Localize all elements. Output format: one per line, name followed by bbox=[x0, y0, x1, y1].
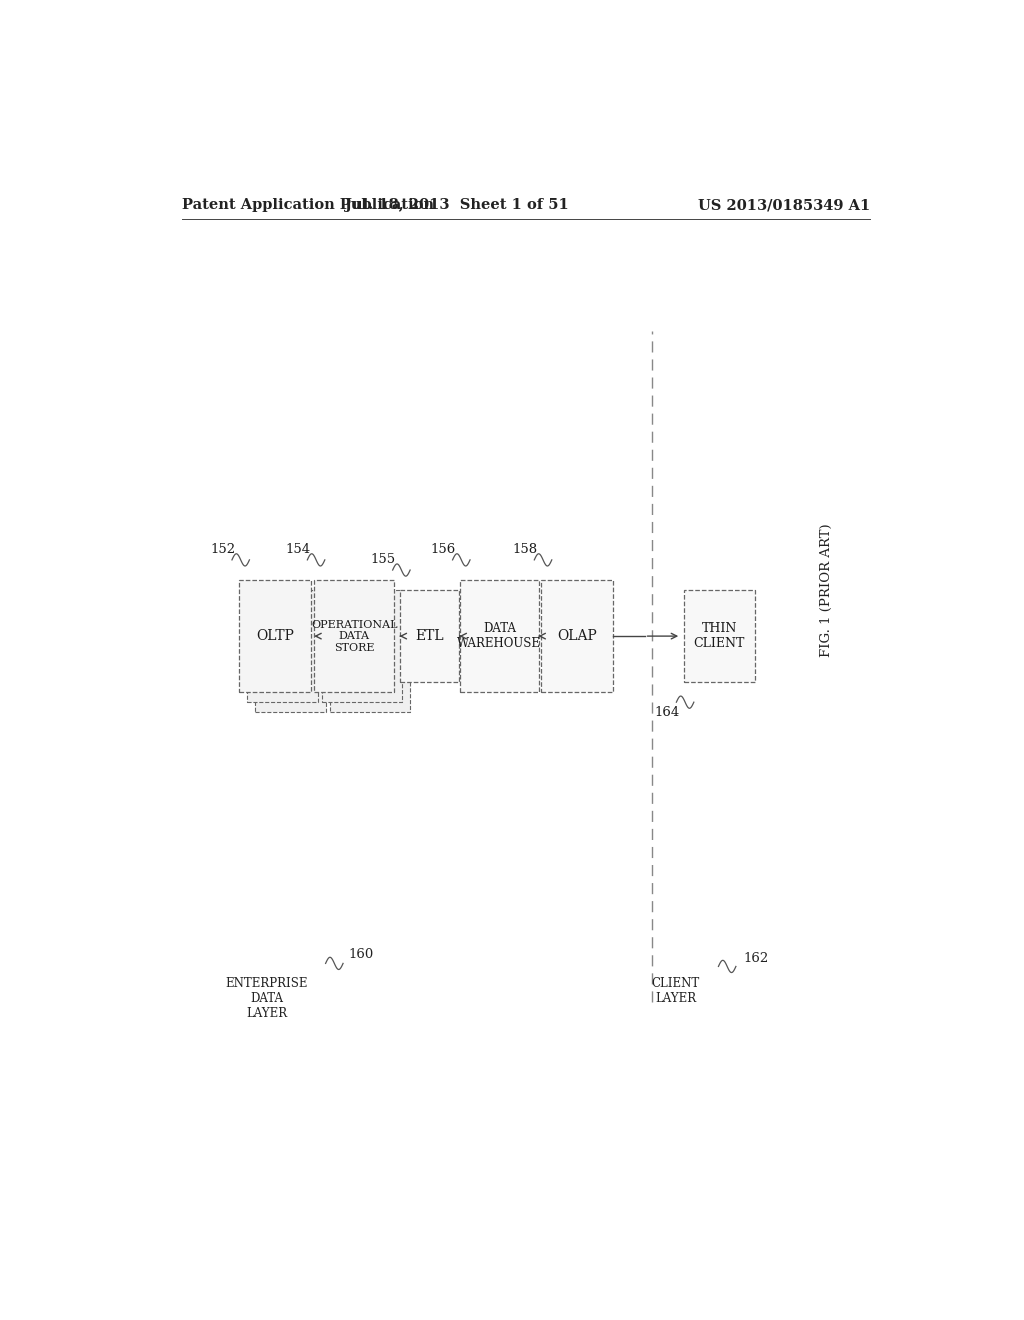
Text: OLAP: OLAP bbox=[557, 630, 597, 643]
Text: Patent Application Publication: Patent Application Publication bbox=[182, 198, 434, 213]
Text: 160: 160 bbox=[348, 948, 374, 961]
Text: 154: 154 bbox=[286, 544, 310, 556]
Text: CLIENT
LAYER: CLIENT LAYER bbox=[651, 977, 699, 1005]
Text: 162: 162 bbox=[743, 952, 768, 965]
Text: 158: 158 bbox=[512, 544, 538, 556]
Text: OPERATIONAL
DATA
STORE: OPERATIONAL DATA STORE bbox=[311, 619, 397, 652]
Bar bbox=[542, 581, 613, 692]
Bar bbox=[684, 590, 755, 682]
Text: Jul. 18, 2013  Sheet 1 of 51: Jul. 18, 2013 Sheet 1 of 51 bbox=[345, 198, 569, 213]
Text: 164: 164 bbox=[654, 706, 680, 719]
Text: US 2013/0185349 A1: US 2013/0185349 A1 bbox=[697, 198, 870, 213]
Bar bbox=[399, 590, 460, 682]
Text: 152: 152 bbox=[210, 544, 236, 556]
Bar bbox=[331, 601, 410, 713]
Bar bbox=[247, 590, 318, 702]
Text: 156: 156 bbox=[430, 544, 456, 556]
Bar bbox=[314, 581, 394, 692]
Text: OLTP: OLTP bbox=[256, 630, 294, 643]
Bar bbox=[255, 601, 327, 713]
Bar bbox=[460, 581, 539, 692]
Text: FIG. 1 (PRIOR ART): FIG. 1 (PRIOR ART) bbox=[820, 524, 833, 657]
Bar bbox=[323, 590, 401, 702]
Text: ENTERPRISE
DATA
LAYER: ENTERPRISE DATA LAYER bbox=[225, 977, 308, 1019]
Text: THIN
CLIENT: THIN CLIENT bbox=[693, 622, 744, 651]
Text: DATA
WAREHOUSE: DATA WAREHOUSE bbox=[458, 622, 542, 651]
Text: ETL: ETL bbox=[416, 630, 443, 643]
Text: 155: 155 bbox=[371, 553, 396, 566]
Bar bbox=[240, 581, 310, 692]
